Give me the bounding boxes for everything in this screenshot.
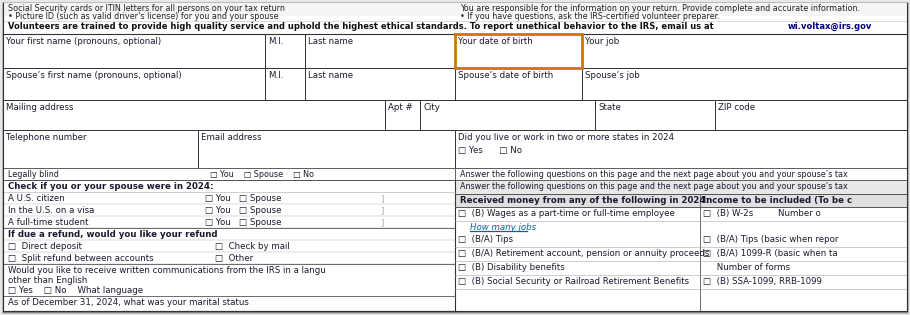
Text: A full-time student: A full-time student — [8, 218, 88, 227]
Bar — [3, 130, 198, 168]
Bar — [455, 168, 907, 180]
Text: Answer the following questions on this page and the next page about you and your: Answer the following questions on this p… — [460, 182, 848, 191]
Text: other than English: other than English — [8, 276, 87, 285]
Text: Your first name (pronouns, optional): Your first name (pronouns, optional) — [6, 37, 161, 46]
Bar — [455, 130, 907, 168]
Bar — [3, 100, 385, 130]
Text: □  Split refund between accounts: □ Split refund between accounts — [8, 254, 154, 263]
Text: Apt #: Apt # — [388, 103, 413, 112]
Text: □ Yes    □ No    What language: □ Yes □ No What language — [8, 286, 143, 295]
Bar — [385, 100, 420, 130]
Bar — [198, 130, 455, 168]
Text: Your date of birth: Your date of birth — [458, 37, 532, 46]
Text: □ You    □ Spouse    □ No: □ You □ Spouse □ No — [210, 170, 314, 179]
Text: M.I.: M.I. — [268, 71, 283, 80]
Text: wi.voltax@irs.gov: wi.voltax@irs.gov — [788, 22, 873, 31]
Text: □  (B) Social Security or Railroad Retirement Benefits: □ (B) Social Security or Railroad Retire… — [458, 277, 689, 286]
Text: Answer the following questions on this page and the next page about you and your: Answer the following questions on this p… — [460, 170, 848, 179]
Text: Legally blind: Legally blind — [8, 170, 59, 179]
Text: □  (B) Disability benefits: □ (B) Disability benefits — [458, 263, 565, 272]
Text: Did you live or work in two or more states in 2024: Did you live or work in two or more stat… — [458, 133, 674, 142]
Bar — [3, 3, 907, 16]
Text: □ You   □ Spouse: □ You □ Spouse — [205, 206, 281, 215]
Text: Check if you or your spouse were in 2024:: Check if you or your spouse were in 2024… — [8, 182, 214, 191]
Text: Last name: Last name — [308, 37, 353, 46]
Text: City: City — [423, 103, 440, 112]
Text: □ You   □ Spouse: □ You □ Spouse — [205, 194, 281, 203]
Bar — [265, 34, 305, 68]
Bar — [455, 34, 582, 68]
Text: □  (B) SSA-1099, RRB-1099: □ (B) SSA-1099, RRB-1099 — [703, 277, 822, 286]
Text: State: State — [598, 103, 621, 112]
Text: Your job: Your job — [585, 37, 619, 46]
Text: Mailing address: Mailing address — [6, 103, 74, 112]
Text: Received money from any of the following in 2024:: Received money from any of the following… — [460, 196, 709, 205]
Bar — [3, 68, 265, 100]
Bar — [3, 21, 907, 34]
Bar — [3, 168, 455, 180]
Text: □  (B/A) Retirement account, pension or annuity proceeds: □ (B/A) Retirement account, pension or a… — [458, 249, 710, 258]
Text: ]: ] — [380, 206, 383, 215]
Text: ZIP code: ZIP code — [718, 103, 755, 112]
Text: □  (B) Wages as a part-time or full-time employee: □ (B) Wages as a part-time or full-time … — [458, 209, 675, 218]
Text: Spouse’s first name (pronouns, optional): Spouse’s first name (pronouns, optional) — [6, 71, 182, 80]
Text: Social Security cards or ITIN letters for all persons on your tax return: Social Security cards or ITIN letters fo… — [8, 4, 285, 13]
Text: ]: ] — [380, 194, 383, 203]
Bar — [595, 100, 715, 130]
Text: □  Other: □ Other — [215, 254, 253, 263]
Text: □  (B/A) 1099-R (basic when ta: □ (B/A) 1099-R (basic when ta — [703, 249, 837, 258]
Bar — [455, 180, 907, 194]
Text: □  Check by mail: □ Check by mail — [215, 242, 289, 251]
Bar — [265, 68, 305, 100]
Text: Number of forms: Number of forms — [703, 263, 790, 272]
Bar — [582, 34, 907, 68]
Text: □  Direct deposit: □ Direct deposit — [8, 242, 82, 251]
Bar — [420, 100, 595, 130]
Bar — [305, 34, 455, 68]
Text: As of December 31, 2024, what was your marital status: As of December 31, 2024, what was your m… — [8, 298, 248, 307]
Text: Volunteers are trained to provide high quality service and uphold the highest et: Volunteers are trained to provide high q… — [8, 22, 717, 31]
Text: How many jobs: How many jobs — [470, 223, 536, 232]
Text: If due a refund, would you like your refund: If due a refund, would you like your ref… — [8, 230, 217, 239]
Text: Would you like to receive written communications from the IRS in a langu: Would you like to receive written commun… — [8, 266, 326, 275]
Text: • If you have questions, ask the IRS-certified volunteer preparer.: • If you have questions, ask the IRS-cer… — [460, 12, 720, 21]
Text: ]: ] — [380, 218, 383, 227]
Bar — [455, 194, 907, 207]
Text: M.I.: M.I. — [268, 37, 283, 46]
Text: Telephone number: Telephone number — [6, 133, 86, 142]
Text: You are responsible for the information on your return. Provide complete and acc: You are responsible for the information … — [460, 4, 860, 13]
Text: Last name: Last name — [308, 71, 353, 80]
Bar — [3, 180, 455, 192]
Text: □  (B) W-2s         Number o: □ (B) W-2s Number o — [703, 209, 821, 218]
Text: • Picture ID (such as valid driver’s license) for you and your spouse: • Picture ID (such as valid driver’s lic… — [8, 12, 278, 21]
Text: Income to be included (To be c: Income to be included (To be c — [703, 196, 852, 205]
Bar — [582, 68, 907, 100]
Text: □ Yes      □ No: □ Yes □ No — [458, 146, 522, 155]
Bar — [455, 34, 582, 68]
Bar — [3, 34, 265, 68]
Text: In the U.S. on a visa: In the U.S. on a visa — [8, 206, 95, 215]
Text: A U.S. citizen: A U.S. citizen — [8, 194, 65, 203]
Bar — [455, 68, 582, 100]
Text: Spouse’s date of birth: Spouse’s date of birth — [458, 71, 553, 80]
Text: □ You   □ Spouse: □ You □ Spouse — [205, 218, 281, 227]
Bar — [715, 100, 907, 130]
Text: Email address: Email address — [201, 133, 261, 142]
Bar — [305, 68, 455, 100]
Text: Spouse’s job: Spouse’s job — [585, 71, 640, 80]
Text: □  (B/A) Tips: □ (B/A) Tips — [458, 235, 513, 244]
Text: □  (B/A) Tips (basic when repor: □ (B/A) Tips (basic when repor — [703, 235, 838, 244]
